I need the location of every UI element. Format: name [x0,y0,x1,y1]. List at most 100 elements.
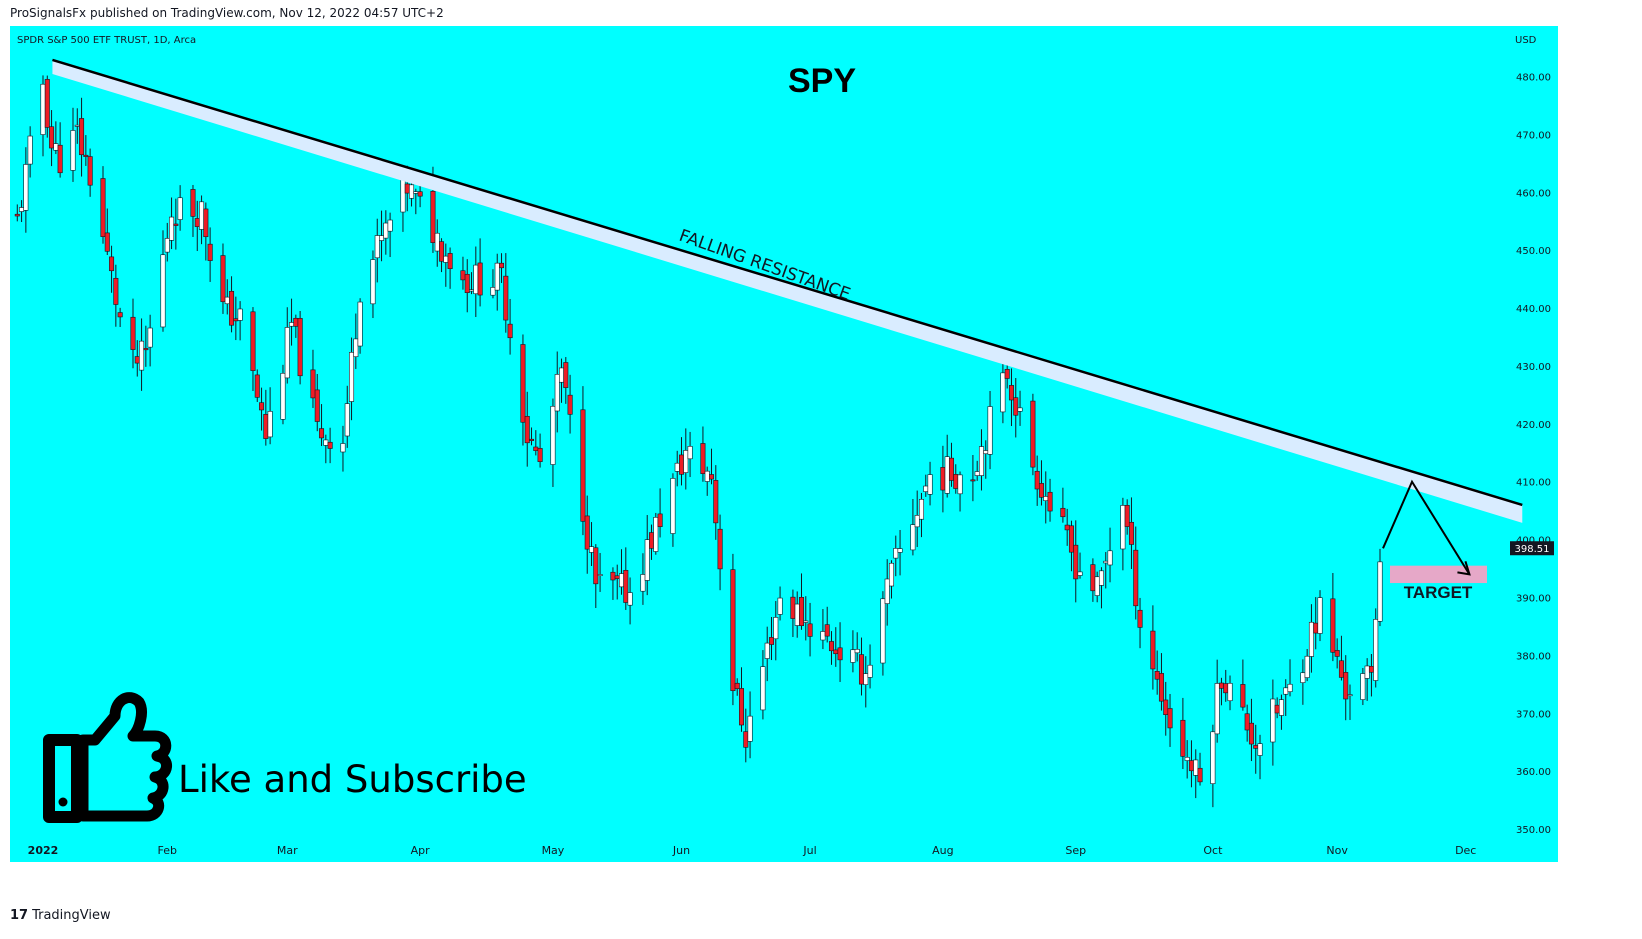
candle-body [747,715,753,742]
candle-body [653,516,659,552]
candle-body [713,480,719,524]
candle-body [173,223,179,226]
resistance-line [52,58,1523,507]
candle-body [44,79,50,128]
candle-body [1253,745,1259,749]
candle-body [233,318,239,322]
candle-body [880,598,886,664]
candle-body [259,402,265,411]
tradingview-footer[interactable]: 17 TradingView [10,908,111,923]
candle-body [100,178,106,237]
candle-body [1343,672,1349,700]
candle-body [280,372,286,420]
x-tick-label: Jul [802,844,816,857]
like-and-subscribe[interactable]: Like and Subscribe [178,758,527,801]
candle-body [177,197,183,220]
candle-body [1094,576,1100,596]
candle-body [1330,598,1336,653]
y-tick-label: 450.00 [1516,246,1551,257]
candle-body [1287,683,1293,692]
candle-body [1257,743,1263,756]
candle-body [927,474,933,495]
candle-body [888,562,894,587]
candle-body [1167,708,1173,729]
y-tick-label: 400.00 [1516,536,1551,547]
candle-body [1004,369,1010,379]
candle-body [1334,650,1340,657]
candle-body [1338,660,1344,678]
x-tick-label: Mar [277,844,298,857]
candle-body [627,592,633,606]
candle-body [1197,767,1203,783]
candle-body [507,323,513,339]
candle-body [340,443,346,453]
candle-body [494,262,500,291]
candle-body [400,177,406,213]
candle-body [1317,597,1323,634]
tradingview-logo-icon: 17 [10,908,29,923]
thumbs-up-icon[interactable] [43,692,172,823]
candle-body [160,254,166,328]
candle-body [1133,549,1139,607]
candle-body [897,548,903,553]
candle-body [1064,524,1070,531]
candle-body [130,316,136,350]
candle-body [850,649,856,663]
candle-body [1150,630,1156,670]
x-tick-label: Oct [1203,844,1223,857]
candle-body [169,216,175,241]
candle-body [854,649,860,654]
candle-body [798,597,804,627]
candle-body [319,428,325,439]
candle-body [349,352,355,402]
candle-body [1210,731,1216,784]
candle-body [623,569,629,603]
candle-body [74,124,80,127]
candle-body [709,474,715,480]
candle-body [833,649,839,655]
candle-body [649,532,655,549]
candle-body [730,569,736,692]
candle-body [310,369,316,399]
projection-arrowhead [1457,561,1471,576]
candle-body [1300,672,1306,683]
candle-body [529,438,535,441]
candle-body [1377,561,1383,622]
candle-body [117,312,123,318]
candle-body [113,277,119,305]
candle-body [490,287,496,296]
candle-body [284,327,290,379]
candle-body [87,156,93,186]
y-tick-label: 470.00 [1516,130,1551,141]
candle-body [1120,505,1126,550]
candle-body [57,144,63,174]
candle-body [970,479,976,482]
candle-body [670,478,676,534]
currency-label: USD [1515,35,1537,46]
candle-body [1030,400,1036,468]
candle-body [1283,687,1289,695]
candle-body [104,232,110,252]
candle-body [978,446,984,476]
candle-body [1034,470,1040,490]
candle-body [948,457,954,481]
candle-body [199,201,205,230]
candle-body [790,596,796,619]
x-tick-label: May [542,844,565,857]
candle-body [820,631,826,641]
candle-body [858,654,864,685]
candle-body [1038,483,1044,498]
candle-body [1218,682,1224,689]
candle-body [1077,571,1083,576]
candle-body [1313,622,1319,634]
candle-body [614,575,620,579]
y-tick-label: 350.00 [1516,825,1551,836]
candle-body [70,130,76,171]
candle-body [563,362,569,388]
candle-body [828,641,834,652]
candle-body [567,394,573,415]
candle-body [953,474,959,489]
candle-body [1017,407,1023,412]
candle-body [1103,560,1109,564]
